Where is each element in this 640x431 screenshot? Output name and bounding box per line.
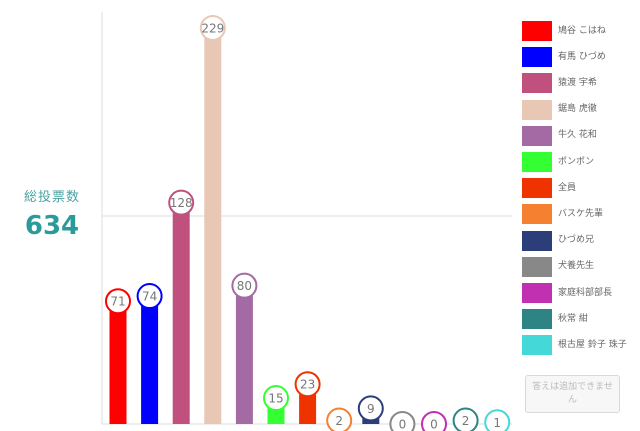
- bar-3: [204, 28, 222, 424]
- data-label-5: 15: [268, 392, 283, 406]
- bar-2: [172, 202, 190, 424]
- legend-swatch: [522, 309, 552, 330]
- value-marker-11: [452, 407, 479, 431]
- data-label-8: 9: [367, 402, 375, 416]
- legend-label: ポンポン: [558, 156, 595, 167]
- legend-item-2: 猿渡 宇希: [522, 72, 634, 94]
- legend-item-12: 根古屋 鈴子 珠子: [522, 334, 634, 356]
- legend-label: 有馬 ひづめ: [558, 51, 606, 62]
- legend-swatch: [522, 335, 552, 356]
- total-votes-value: 634: [24, 211, 80, 241]
- legend-swatch: [522, 73, 552, 94]
- legend-item-5: ポンポン: [522, 151, 634, 173]
- value-marker-7: [326, 407, 353, 431]
- bar-4: [235, 285, 253, 424]
- legend-label: 牛久 花和: [558, 130, 597, 141]
- data-label-7: 2: [335, 414, 343, 428]
- value-marker-3: [199, 15, 226, 41]
- legend-swatch: [522, 125, 552, 146]
- legend-swatch: [522, 152, 552, 172]
- legend-label: 犬養先生: [558, 261, 595, 272]
- value-marker-12: [484, 409, 511, 431]
- legend-item-4: 牛久 花和: [522, 125, 634, 147]
- value-marker-1: [136, 283, 163, 310]
- legend-item-11: 秋常 紺: [522, 308, 634, 330]
- data-label-11: 2: [462, 414, 470, 428]
- data-label-0: 71: [110, 295, 125, 309]
- bars-group: 71 74 128 229 80 15 23 2 9 0 0 2 1: [105, 15, 511, 431]
- legend-label: 鳩谷 こはね: [558, 25, 606, 36]
- data-label-3: 229: [201, 22, 224, 36]
- data-label-1: 74: [142, 290, 157, 304]
- legend-label: 家庭科部部長: [558, 287, 613, 298]
- legend-label: 全員: [558, 182, 577, 193]
- legend-label: ひづめ兄: [558, 235, 595, 246]
- legend-swatch: [522, 99, 552, 120]
- legend-item-10: 家庭科部部長: [522, 282, 634, 304]
- data-label-9: 0: [399, 418, 407, 431]
- value-marker-5: [263, 385, 289, 412]
- value-marker-9: [389, 411, 416, 431]
- data-label-12: 1: [493, 416, 501, 430]
- legend-swatch: [522, 21, 552, 41]
- legend-swatch: [522, 230, 552, 251]
- legend-swatch: [522, 204, 552, 225]
- legend-label: 秋常 紺: [558, 313, 588, 324]
- legend-item-1: 有馬 ひづめ: [522, 46, 634, 68]
- legend-item-3: 鋸島 虎徹: [522, 99, 634, 121]
- legend-swatch: [522, 256, 552, 277]
- value-marker-4: [231, 272, 258, 299]
- bar-0: [109, 301, 127, 424]
- legend-label: バスケ先輩: [558, 208, 604, 219]
- value-marker-8: [357, 395, 384, 422]
- value-marker-0: [105, 288, 131, 315]
- bar-1: [141, 296, 159, 424]
- legend-swatch: [522, 283, 552, 303]
- legend-item-0: 鳩谷 こはね: [522, 20, 634, 42]
- data-label-2: 128: [170, 196, 193, 210]
- data-label-4: 80: [237, 279, 252, 293]
- legend-item-9: 犬養先生: [522, 256, 634, 278]
- value-marker-6: [294, 371, 321, 398]
- value-marker-2: [168, 189, 195, 216]
- legend-item-7: バスケ先輩: [522, 203, 634, 225]
- total-votes-label: 総投票数: [23, 190, 80, 205]
- data-label-10: 0: [430, 418, 438, 431]
- value-marker-10: [421, 411, 447, 431]
- data-label-6: 23: [300, 378, 315, 392]
- legend-item-8: ひづめ兄: [522, 230, 634, 252]
- legend-item-6: 全員: [522, 177, 634, 199]
- legend-label: 鋸島 虎徹: [558, 104, 597, 115]
- legend-label: 根古屋 鈴子 珠子: [558, 339, 627, 350]
- add-answer-button[interactable]: 答えは追加できません: [525, 375, 620, 413]
- legend-swatch: [522, 178, 552, 199]
- total-votes: 総投票数 634: [10, 186, 94, 241]
- legend-swatch: [522, 47, 552, 68]
- legend-label: 猿渡 宇希: [558, 77, 597, 88]
- bar-chart: 71 74 128 229 80 15 23 2 9 0 0 2 1: [101, 12, 512, 431]
